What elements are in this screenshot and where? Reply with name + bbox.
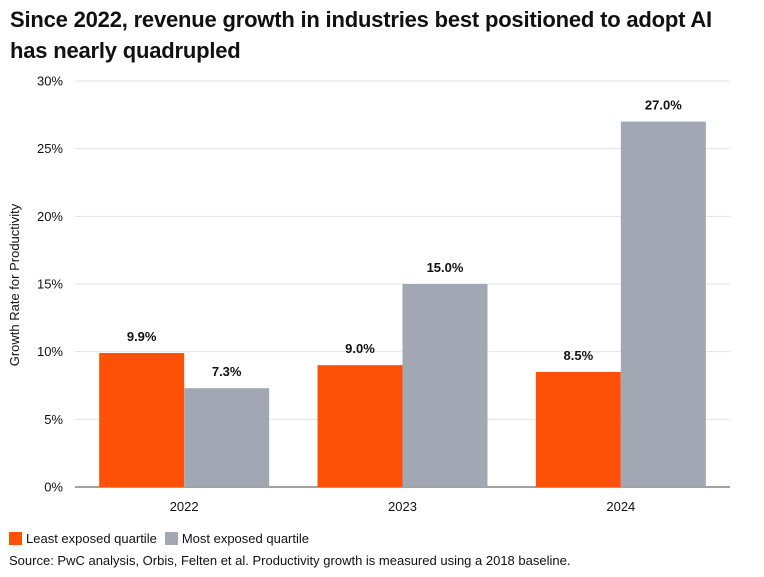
bars	[99, 121, 706, 487]
bar-value-label: 9.0%	[345, 341, 375, 356]
y-tick-label: 5%	[44, 412, 63, 427]
x-tick-label: 2022	[170, 499, 199, 514]
source-note: Source: PwC analysis, Orbis, Felten et a…	[9, 553, 571, 568]
bar-value-label: 27.0%	[645, 98, 682, 113]
y-tick-label: 0%	[44, 480, 63, 495]
bar-labels: 9.9% 7.3% 9.0% 15.0% 8.5% 27.0%	[127, 98, 682, 380]
y-tick-label: 15%	[37, 277, 63, 292]
legend-label: Least exposed quartile	[26, 530, 157, 546]
bar	[535, 371, 621, 487]
legend: Least exposed quartile Most exposed quart…	[9, 529, 317, 547]
legend-item: Least exposed quartile	[9, 531, 157, 546]
x-axis-ticks: 2022 2023 2024	[170, 499, 636, 514]
y-tick-label: 20%	[37, 209, 63, 224]
bar	[184, 388, 270, 487]
y-tick-label: 30%	[37, 74, 63, 89]
y-tick-label: 10%	[37, 344, 63, 359]
bar	[99, 353, 185, 487]
chart-title: Since 2022, revenue growth in industries…	[10, 7, 712, 63]
y-tick-label: 25%	[37, 141, 63, 156]
bar	[620, 121, 706, 487]
bar-value-label: 15.0%	[427, 260, 464, 275]
y-axis-ticks: 0% 5% 10% 15% 20% 25% 30%	[37, 74, 63, 495]
bar-value-label: 9.9%	[127, 329, 157, 344]
bar-value-label: 7.3%	[212, 364, 242, 379]
legend-item: Most exposed quartile	[164, 530, 309, 546]
legend-swatch	[164, 531, 178, 545]
legend-swatch	[9, 531, 22, 545]
y-axis-label: Growth Rate for Productivity	[7, 203, 22, 366]
bar	[402, 284, 488, 487]
legend-label: Most exposed quartile	[181, 530, 309, 546]
bar-value-label: 8.5%	[564, 348, 594, 363]
x-tick-label: 2024	[606, 499, 635, 514]
x-tick-label: 2023	[388, 499, 417, 514]
bar	[317, 365, 403, 487]
